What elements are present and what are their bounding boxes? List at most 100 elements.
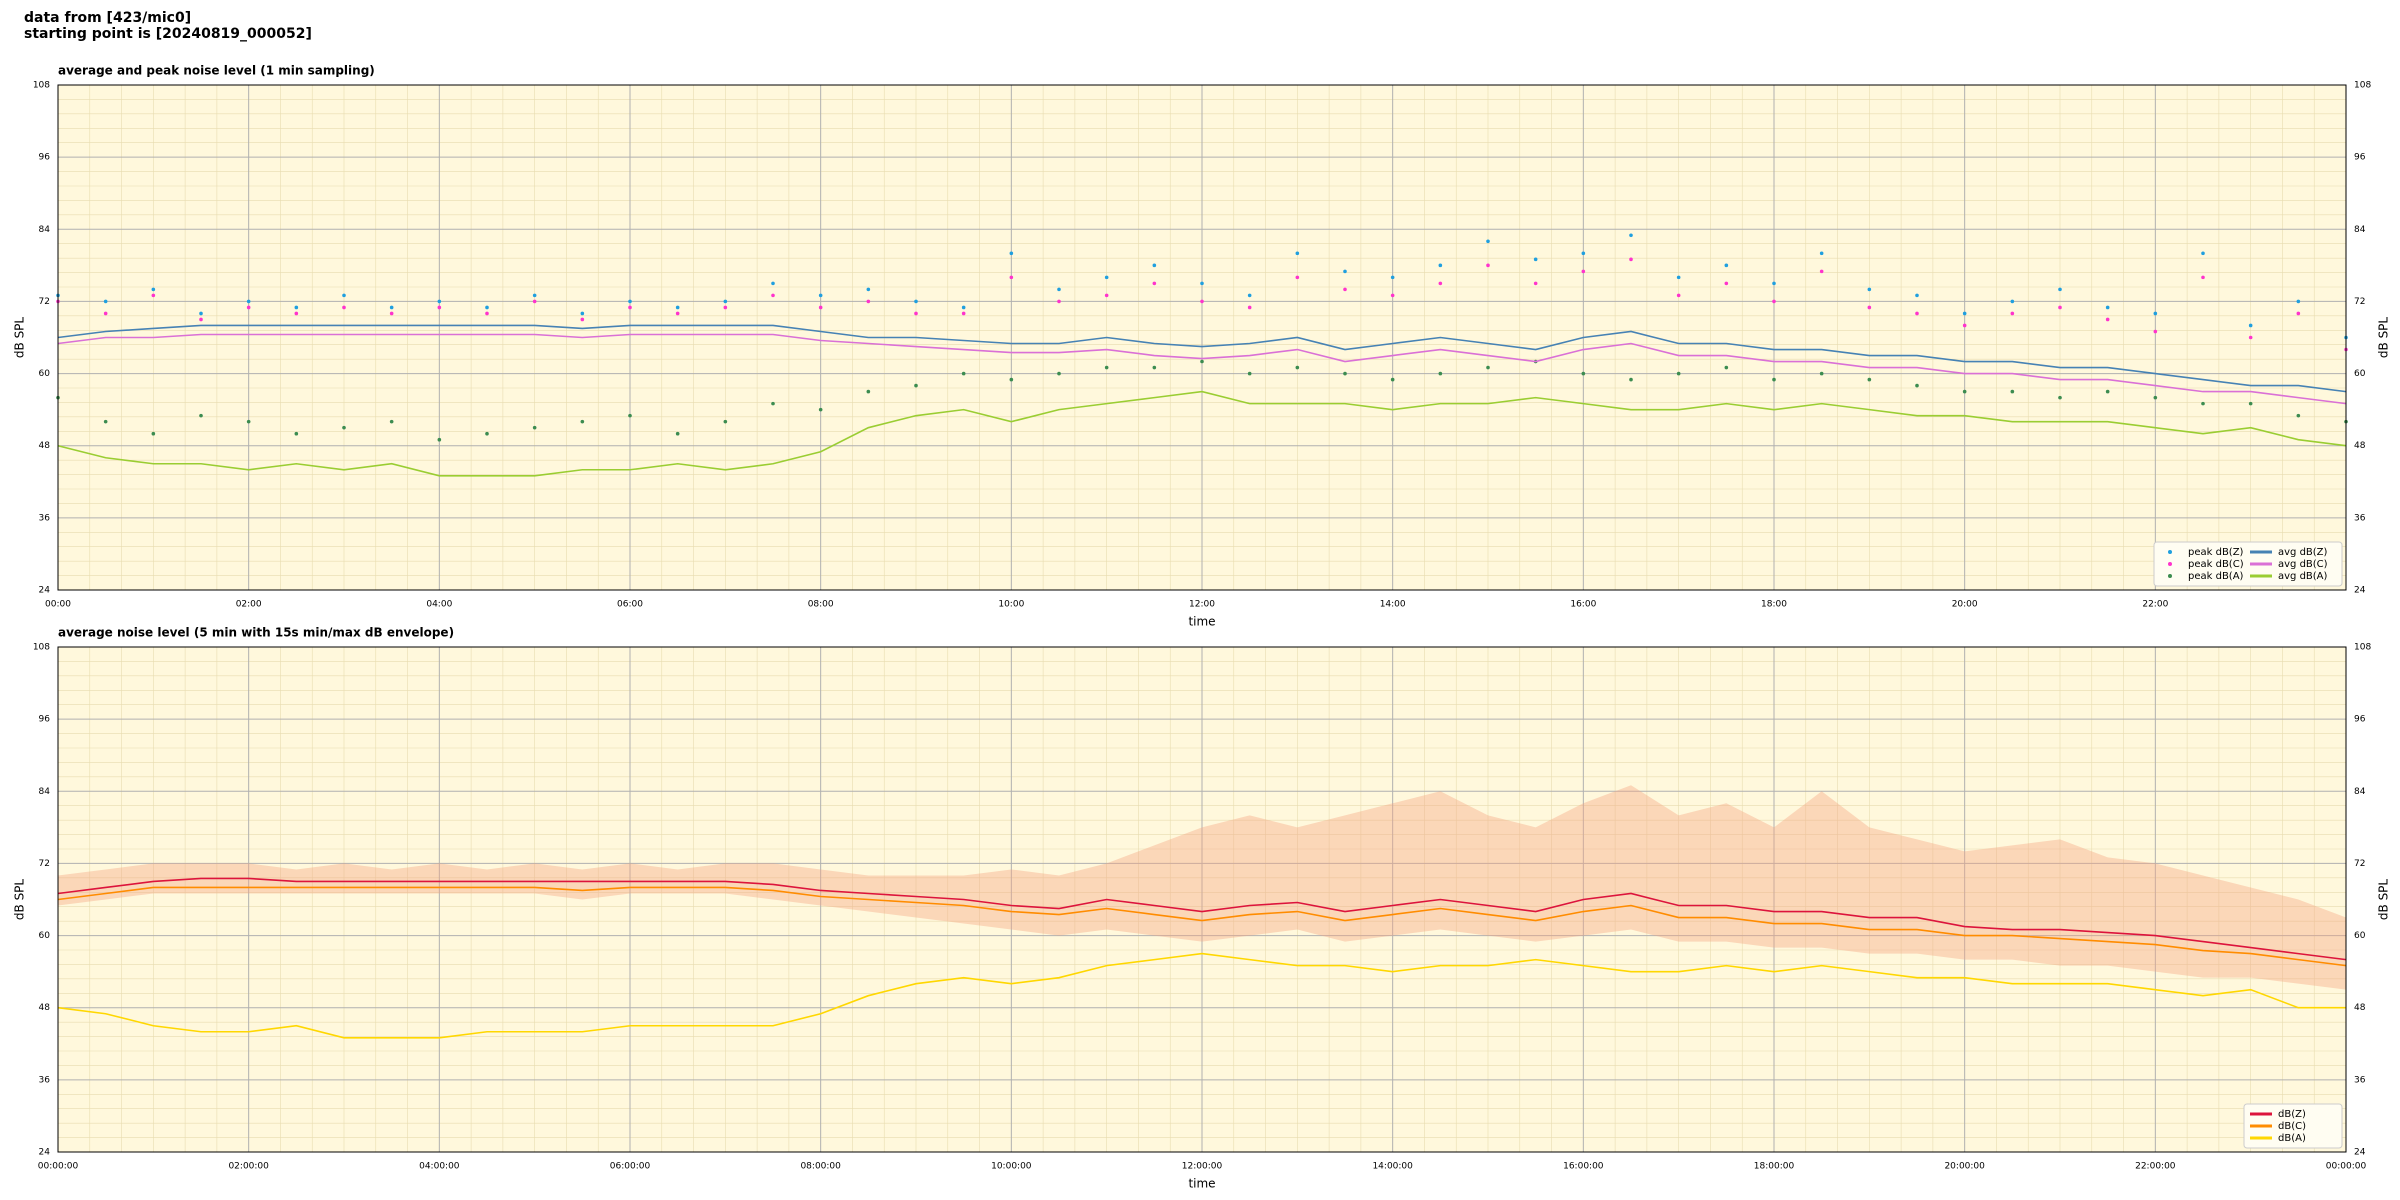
peak-point [2105,389,2110,394]
peak-point [1295,275,1300,280]
y-tick-label: 96 [39,153,51,163]
y-tick-label: 24 [39,586,51,596]
plot-frame [57,646,2347,1153]
peak-point [1200,299,1204,304]
peak-point [818,293,823,298]
y-tick-label: 24 [39,1148,51,1158]
peak-point [1104,293,1109,298]
peak-point [389,305,394,310]
x-tick-label: 00:00:00 [38,1162,79,1172]
series-line [57,886,2347,967]
peak-point [2248,401,2253,406]
x-tick-label: 10:00:00 [991,1162,1032,1172]
legend-label: peak dB(Z) [2188,547,2244,558]
peak-point [1772,281,1776,286]
x-tick-label: 02:00:00 [228,1162,269,1172]
peak-point [1676,275,1681,280]
legend-label: dB(C) [2278,1121,2306,1132]
peak-point [1009,251,1014,256]
peak-point [294,431,299,436]
peak-point [389,419,394,424]
peak-point [1057,287,1061,292]
legend-label: peak dB(A) [2188,571,2244,582]
x-tick-label: 00:00 [45,600,71,610]
y-tick-label: 48 [39,441,51,451]
peak-point [1486,263,1490,268]
peak-point [342,425,346,430]
peak-point [1772,377,1776,382]
y-axis-label: dB SPL [13,879,27,921]
series-line [57,324,2347,393]
peak-point [151,293,156,298]
peak-point [2296,311,2301,316]
x-tick-label: 22:00 [2142,600,2168,610]
peak-point [961,311,966,316]
peak-point [1533,281,1538,286]
peak-point [294,311,299,316]
peak-point [485,431,489,436]
x-tick-label: 16:00:00 [1563,1162,1604,1172]
y-tick-label: 60 [39,931,51,941]
peak-point [437,437,442,442]
peak-point [1772,299,1776,304]
peak-point [1057,371,1061,376]
peak-point [914,383,918,388]
peak-point [199,413,203,418]
legend-label: peak dB(C) [2188,559,2244,570]
y-tick-label-right: 48 [2354,1003,2366,1013]
y-tick-label: 60 [39,369,51,379]
y-tick-label-right: 48 [2354,441,2366,451]
peak-point [1200,359,1204,364]
y-tick-label-right: 96 [2354,715,2366,725]
envelope [58,785,2346,990]
peak-point [294,305,299,310]
y-tick-label: 84 [39,787,51,797]
x-tick-label: 14:00:00 [1372,1162,1413,1172]
plot-frame [57,84,2347,591]
peak-point [1962,389,1967,394]
y-tick-label-right: 96 [2354,153,2366,163]
peak-point [1247,371,1252,376]
peak-point [1486,365,1490,370]
legend-marker [2168,562,2172,566]
header-line: data from [423/mic0] [24,10,192,26]
x-tick-label: 20:00 [1952,600,1978,610]
x-axis-label: time [1188,615,1215,629]
peak-point [1247,293,1252,298]
legend-label: dB(A) [2278,1133,2306,1144]
x-tick-label: 08:00:00 [800,1162,841,1172]
peak-point [580,419,585,424]
legend-label: dB(Z) [2278,1109,2306,1120]
x-tick-label: 04:00 [426,600,452,610]
peak-point [818,305,823,310]
peak-point [246,419,251,424]
peak-point [818,407,823,412]
y-tick-label-right: 84 [2354,787,2366,797]
y-tick-label-right: 108 [2354,81,2371,91]
peak-point [2248,335,2253,340]
peak-point [2058,395,2062,400]
peak-point [103,311,108,316]
peak-point [723,299,728,304]
x-tick-label: 10:00 [998,600,1024,610]
x-tick-label: 02:00 [236,600,262,610]
peak-point [1152,263,1157,268]
peak-point [866,299,871,304]
peak-point [1390,377,1395,382]
peak-point [1390,275,1395,280]
x-tick-label: 12:00 [1189,600,1215,610]
x-tick-label: 22:00:00 [2135,1162,2176,1172]
y-tick-label-right: 72 [2354,297,2365,307]
peak-point [866,389,871,394]
peak-point [771,293,775,298]
y-tick-label-right: 60 [2354,931,2366,941]
y-tick-label-right: 72 [2354,859,2365,869]
peak-point [1819,251,1824,256]
peak-point [1343,269,1347,274]
peak-point [914,299,918,304]
y-tick-label-right: 84 [2354,225,2366,235]
peak-point [1629,257,1633,262]
peak-point [1629,233,1633,238]
